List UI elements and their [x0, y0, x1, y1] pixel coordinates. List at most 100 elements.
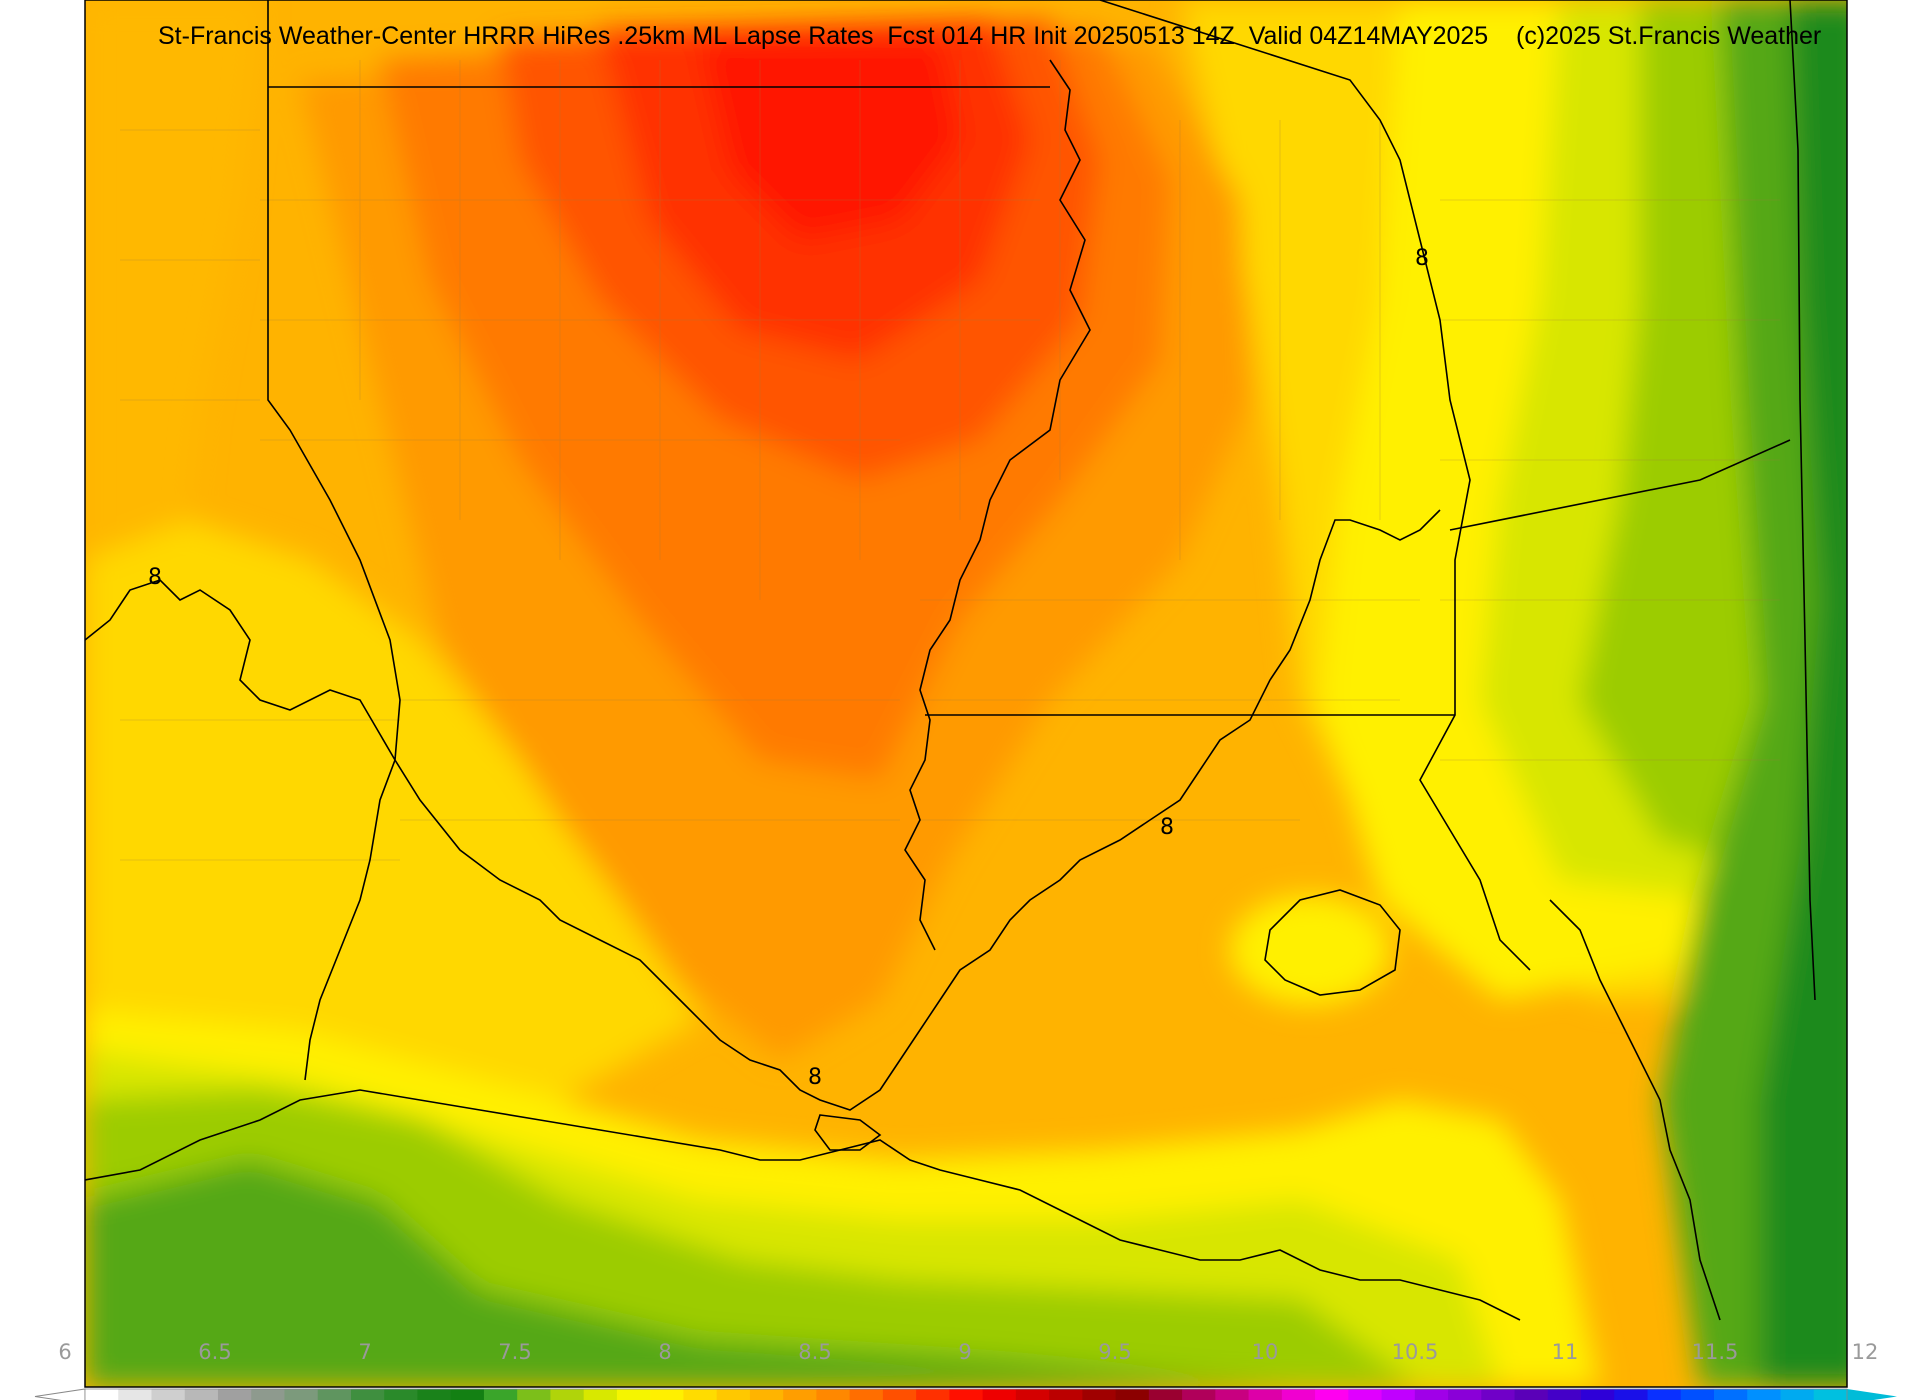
west-amber-band	[85, 0, 260, 560]
colorbar-swatch	[882, 1389, 917, 1400]
colorbar-swatch	[184, 1389, 219, 1400]
colorbar-swatch	[284, 1389, 319, 1400]
map-title: St-Francis Weather-Center HRRR HiRes .25…	[158, 18, 1898, 54]
contour-8-line-south	[394, 509, 1441, 1111]
colorbar-swatch	[1215, 1389, 1250, 1400]
map-frame	[84, 0, 1848, 1388]
red-core	[700, 40, 960, 240]
colorbar-swatch	[849, 1389, 884, 1400]
colorbar-swatch	[1680, 1389, 1715, 1400]
lake-outline	[1264, 889, 1401, 996]
colorbar-swatch	[1714, 1389, 1748, 1400]
colorbar-tick-label: 12	[1851, 1340, 1879, 1364]
colorbar-swatch	[916, 1389, 950, 1400]
lake-yellow-pocket	[1230, 895, 1390, 1005]
colorbar-tick-label: 11.5	[1691, 1340, 1739, 1364]
contour-label-center: 8	[1160, 815, 1174, 840]
colorbar-swatch	[118, 1389, 153, 1400]
border-east-line	[1449, 439, 1791, 531]
colorbar-swatch	[517, 1389, 552, 1400]
colorbar-swatch	[417, 1389, 452, 1400]
colorbar-tick-label: 9	[958, 1340, 972, 1364]
colorbar-swatch	[1581, 1389, 1615, 1400]
colorbar	[34, 1388, 1897, 1400]
colorbar-swatch	[1647, 1389, 1682, 1400]
colorbar-tick-label: 10	[1251, 1340, 1279, 1364]
colorbar-swatch	[1614, 1389, 1649, 1400]
colorbar-swatch	[384, 1389, 419, 1400]
colorbar-swatch	[1315, 1389, 1349, 1400]
west-gold-band	[85, 520, 700, 1100]
colorbar-max-arrow	[1847, 1389, 1897, 1400]
colorbar-swatch	[217, 1389, 252, 1400]
east-dark-green-band	[1760, 0, 1847, 1387]
colorbar-swatch	[1547, 1389, 1582, 1400]
colorbar-swatch	[1248, 1389, 1283, 1400]
colorbar-swatch	[650, 1389, 685, 1400]
colorbar-tick-label: 8.5	[798, 1340, 832, 1364]
county-lines	[120, 60, 1780, 861]
colorbar-swatch	[1281, 1389, 1316, 1400]
contour-labels: 8 8 8 8	[148, 246, 1429, 1090]
river-mississippi-upper	[904, 59, 1091, 951]
colorbar-swatch	[1082, 1389, 1117, 1400]
colorbar-swatch	[716, 1389, 751, 1400]
colorbar-tick-labels: 6 6.5 7 7.5 8 8.5 9 9.5 10 10.5 11 11.5 12	[0, 1340, 1920, 1372]
colorbar-swatch	[317, 1389, 352, 1400]
border-east-river	[1099, 0, 1531, 971]
colorbar-swatch	[616, 1389, 651, 1400]
colorbar-swatch	[583, 1389, 618, 1400]
colorbar-swatch	[1148, 1389, 1183, 1400]
colorbar-tick-label: 6	[58, 1340, 72, 1364]
colorbar-tick-label: 9.5	[1098, 1340, 1132, 1364]
contour-label-northeast: 8	[1415, 246, 1429, 271]
credit-text: (c)2025 St.Francis Weather	[1516, 22, 1822, 50]
colorbar-swatch	[1182, 1389, 1216, 1400]
colorbar-swatch	[1448, 1389, 1482, 1400]
colorbar-swatch	[1115, 1389, 1150, 1400]
colorbar-swatch	[483, 1389, 518, 1400]
title-text: St-Francis Weather-Center HRRR HiRes .25…	[158, 22, 1489, 50]
colorbar-tick-label: 7	[358, 1340, 372, 1364]
colorbar-swatch	[1747, 1389, 1782, 1400]
colorbar-swatch	[85, 1389, 119, 1400]
colorbar-swatch	[1049, 1389, 1083, 1400]
coast-east	[1549, 899, 1721, 1321]
colorbar-outline	[84, 1388, 1848, 1400]
colorbar-tick-label: 7.5	[498, 1340, 532, 1364]
colorbar-swatch	[251, 1389, 286, 1400]
colorbar-swatch	[1414, 1389, 1449, 1400]
colorbar-tick-label: 11	[1551, 1340, 1579, 1364]
contour-label-south: 8	[808, 1065, 822, 1090]
filled-contours: 8 8 8 8	[85, 0, 1847, 1387]
colorbar-swatch	[151, 1389, 186, 1400]
colorbar-swatch	[683, 1389, 718, 1400]
colorbar-min-arrow	[34, 1388, 86, 1400]
colorbar-swatch	[1813, 1389, 1848, 1400]
colorbar-swatch	[1780, 1389, 1815, 1400]
colorbar-swatch	[783, 1389, 817, 1400]
colorbar-swatch	[949, 1389, 984, 1400]
border-far-east	[1789, 0, 1816, 1001]
colorbar-swatch	[1381, 1389, 1416, 1400]
colorbar-tick-label: 10.5	[1391, 1340, 1439, 1364]
colorbar-swatch	[1481, 1389, 1516, 1400]
colorbar-swatch	[1015, 1389, 1050, 1400]
colorbar-swatch	[816, 1389, 851, 1400]
colorbar-swatch	[749, 1389, 784, 1400]
colorbar-swatch	[982, 1389, 1017, 1400]
contour-8-line-west	[85, 579, 396, 761]
colorbar-swatch	[1514, 1389, 1549, 1400]
coastal-island-outline	[814, 1114, 882, 1151]
south-green-band	[85, 1160, 1300, 1387]
colorbar-swatch	[450, 1389, 485, 1400]
colorbar-swatch	[550, 1389, 585, 1400]
coastline	[85, 1089, 1521, 1321]
colorbar-swatch	[350, 1389, 385, 1400]
colorbar-swatch	[1348, 1389, 1383, 1400]
colorbar-tick-label: 8	[658, 1340, 672, 1364]
colorbar-tick-label: 6.5	[198, 1340, 232, 1364]
state-borders	[85, 0, 1816, 1321]
contour-label-west: 8	[148, 565, 162, 590]
